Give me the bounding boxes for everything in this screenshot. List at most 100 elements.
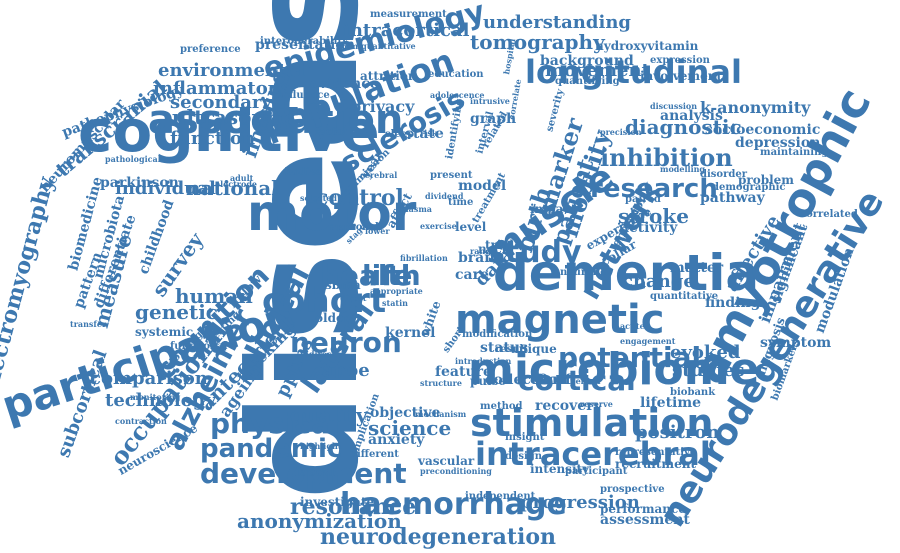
cloud-word-disorder: disorder: [700, 169, 747, 180]
cloud-word-demographic: demographic: [712, 182, 786, 193]
cloud-word-secondary: secondary: [170, 92, 272, 113]
cloud-word-microbiome: microbiome: [468, 344, 760, 395]
cloud-word-diagnostic: diagnostic: [625, 115, 742, 139]
cloud-word-influence: influence: [278, 90, 330, 101]
cloud-word-depression: depression: [735, 135, 821, 151]
cloud-word-contraction: contraction: [115, 416, 167, 426]
cloud-word-genetic: genetic: [135, 300, 218, 324]
cloud-word-background: background: [540, 53, 634, 69]
cloud-word-acute: acute: [620, 321, 645, 331]
cloud-word-environmental: environmental: [158, 60, 305, 81]
cloud-word-insight: insight: [505, 432, 545, 443]
cloud-word-functional: functional: [170, 341, 228, 352]
cloud-word-inflammatory: inflammatory: [153, 78, 288, 99]
cloud-word-level: level: [455, 220, 487, 234]
cloud-word-pathological: pathological: [105, 154, 161, 164]
cloud-word-cohort: cohort: [262, 281, 387, 321]
cloud-word-factor: factor: [315, 127, 349, 138]
cloud-word-approach: approach: [330, 222, 383, 233]
cloud-word-preference: preference: [180, 44, 241, 55]
cloud-word-recovery: recovery: [535, 398, 602, 414]
cloud-word-preconditioning: preconditioning: [420, 466, 492, 476]
cloud-word-finding: finding: [705, 295, 761, 311]
cloud-word-understanding: understanding: [483, 12, 631, 33]
cloud-word-apoe: apoe: [322, 360, 370, 381]
cloud-word-stimulation: stimulation: [470, 401, 714, 445]
cloud-word-adult: adult: [230, 173, 254, 183]
cloud-word-sleep: sleep: [385, 129, 415, 140]
cloud-word-k-anonymity: k-anonymity: [700, 98, 811, 117]
cloud-word-pathway: pathway: [700, 190, 765, 206]
cloud-word-socioeconomic: socioeconomic: [705, 122, 821, 138]
cloud-word-range: range: [470, 246, 496, 256]
cloud-word-potential: potential: [558, 341, 702, 374]
cloud-word-neuron: neuron: [290, 326, 402, 359]
cloud-word-intrusive: intrusive: [470, 96, 510, 106]
cloud-word-biobank: biobank: [670, 387, 716, 398]
cloud-word-interoperability: interoperability: [260, 36, 348, 47]
cloud-word-reserve: reserve: [580, 399, 613, 409]
cloud-word-intensity: intensity: [530, 462, 590, 476]
cloud-word-recruitment: recruitment: [615, 457, 697, 471]
cloud-word-systemic: systemic: [135, 325, 194, 339]
cloud-word-resonance: resonance: [290, 494, 417, 520]
cloud-word-cognitive: cognitive: [78, 97, 380, 165]
cloud-word-quantitative: quantitative: [650, 291, 719, 302]
cloud-word-magnetic: magnetic: [455, 297, 665, 343]
cloud-word-prospective: prospective: [600, 484, 665, 495]
cloud-word-sbma: sbma: [325, 278, 361, 292]
cloud-word-trial: trial: [485, 238, 514, 252]
cloud-word-method: method: [480, 401, 523, 412]
cloud-word-collection: collection: [485, 372, 563, 388]
cloud-word-independent: independent: [465, 491, 536, 502]
cloud-word-brain: brain: [458, 250, 500, 266]
cloud-word-statin: statin: [382, 298, 408, 308]
cloud-word-assessment: assessment: [600, 512, 690, 528]
cloud-word-research: research: [590, 174, 718, 204]
cloud-word-discussion: discussion: [650, 101, 698, 111]
cloud-word-comparison: comparison: [90, 368, 208, 389]
cloud-word-pandemic: pandemic: [200, 434, 343, 464]
cloud-word-matter: matter: [670, 260, 724, 276]
cloud-word-study: study: [487, 235, 582, 270]
cloud-word-haemorrhage: haemorrhage: [340, 487, 567, 522]
cloud-word-risk: risk: [420, 128, 438, 138]
cloud-word-motor: motor: [247, 184, 417, 242]
cloud-word-objective: objective: [370, 405, 441, 421]
cloud-word-time: time: [448, 197, 474, 208]
cloud-word-bodies: bodies: [285, 167, 322, 178]
cloud-word-cerebral: cerebral: [360, 170, 398, 180]
cloud-word-positron: positron: [635, 422, 720, 443]
cloud-word-person: person: [570, 376, 601, 386]
cloud-word-hydroxyvitamin: hydroxyvitamin: [595, 39, 699, 53]
cloud-word-plasma: plasma: [400, 204, 432, 214]
cloud-word-unique: unique: [510, 342, 557, 356]
cloud-word-quality: quality: [290, 403, 368, 427]
cloud-word-performance: performance: [600, 502, 686, 516]
cloud-word-education: education: [428, 69, 484, 80]
cloud-word-direct: direct: [340, 293, 367, 303]
cloud-word-indirect: indirect: [300, 349, 336, 359]
cloud-word-development: development: [200, 457, 407, 490]
cloud-word-intracortical: intracortical: [343, 20, 470, 41]
cloud-word-individual: individual: [115, 178, 216, 199]
cloud-word-correlated: correlated: [800, 209, 858, 220]
cloud-word-neurodegeneration: neurodegeneration: [320, 524, 557, 550]
cloud-word-lower: lower: [365, 226, 390, 236]
cloud-word-privacy: privacy: [350, 97, 415, 116]
cloud-word-adolescence: adolescence: [430, 90, 485, 100]
cloud-word-vascular: vascular: [418, 454, 475, 468]
cloud-word-symptom: symptom: [760, 335, 832, 351]
cloud-word-faecal: faecal: [295, 465, 336, 479]
cloud-word-precision: precision: [600, 127, 642, 137]
cloud-word-state: state: [405, 126, 444, 142]
cloud-word-status: status: [480, 340, 528, 356]
cloud-word-appropriate: appropriate: [370, 286, 423, 296]
cloud-word-result: result: [495, 344, 528, 355]
cloud-word-present: present: [430, 170, 473, 181]
cloud-word-feature: feature: [435, 364, 492, 380]
cloud-word-older: older: [315, 311, 350, 325]
cloud-word-expression: expression: [650, 55, 710, 66]
cloud-word-electromyography: electromyography: [0, 174, 60, 396]
